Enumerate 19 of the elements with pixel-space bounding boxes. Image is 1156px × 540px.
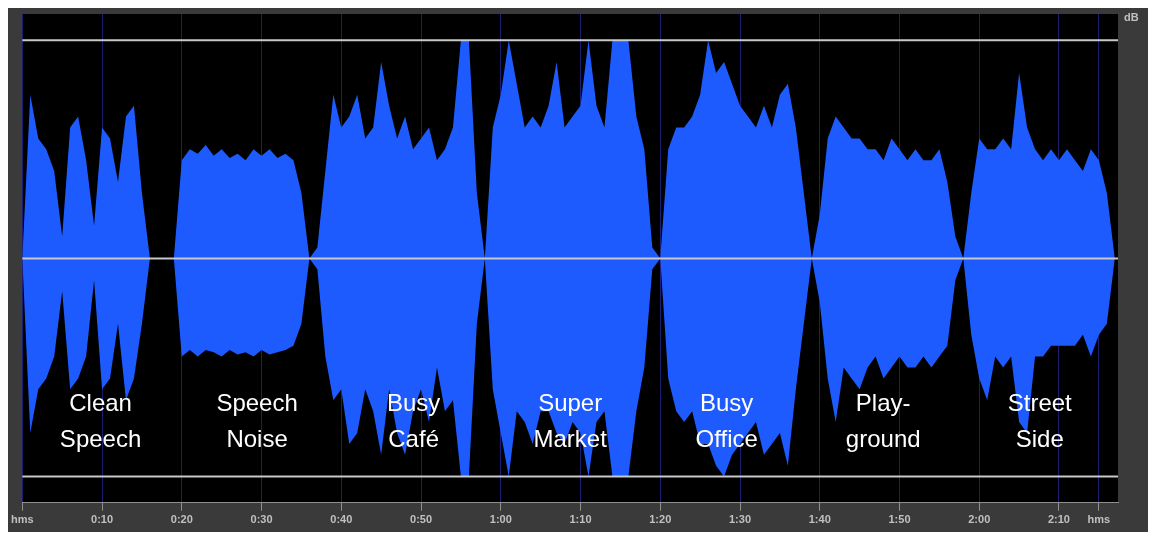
x-tick-label: hms [11,513,34,526]
x-tick-label: 1:50 [888,513,911,526]
x-tick-label: hms [1087,513,1111,526]
x-tick-label: 1:10 [569,513,592,526]
x-tick-label: 1:00 [489,513,512,526]
x-tick-label: 0:20 [170,513,193,526]
x-tick-label: 2:10 [1047,513,1070,526]
annotation: Speech Noise [216,389,298,453]
x-tick-label: 0:50 [410,513,433,526]
y-axis-title: dB [1124,11,1139,24]
annotation: Clean Speech [59,389,142,453]
x-tick-label: 0:40 [330,513,353,526]
x-tick-label: 1:40 [808,513,831,526]
x-tick-label: 0:10 [91,513,114,526]
x-tick-label: 0:30 [250,513,273,526]
annotation: Play- ground [845,389,921,453]
x-tick-label: 2:00 [968,513,991,526]
x-tick-label: 1:20 [649,513,672,526]
x-tick-label: 1:30 [728,513,752,526]
